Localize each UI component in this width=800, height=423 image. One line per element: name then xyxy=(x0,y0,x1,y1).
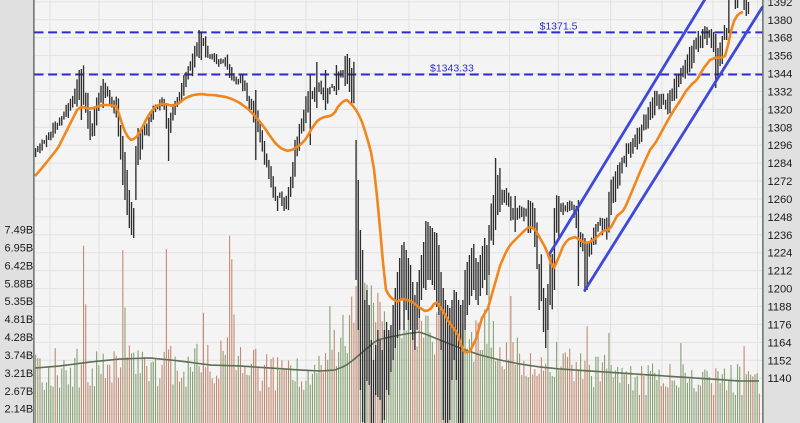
svg-text:1356: 1356 xyxy=(768,51,793,63)
svg-text:2.67B: 2.67B xyxy=(5,386,34,398)
svg-text:1176: 1176 xyxy=(768,319,792,331)
svg-text:1224: 1224 xyxy=(768,248,793,260)
svg-text:5.35B: 5.35B xyxy=(5,296,34,308)
svg-text:7.49B: 7.49B xyxy=(5,225,34,237)
svg-text:1140: 1140 xyxy=(768,373,792,385)
svg-text:1392: 1392 xyxy=(768,0,793,9)
svg-text:2.14B: 2.14B xyxy=(5,404,34,416)
svg-text:1272: 1272 xyxy=(768,176,793,188)
svg-text:$1371.5: $1371.5 xyxy=(540,21,578,33)
svg-text:6.95B: 6.95B xyxy=(5,242,34,254)
svg-text:5.88B: 5.88B xyxy=(5,278,34,290)
svg-text:6.42B: 6.42B xyxy=(5,260,34,272)
svg-text:4.81B: 4.81B xyxy=(5,314,34,326)
svg-text:3.74B: 3.74B xyxy=(5,350,34,362)
svg-text:1380: 1380 xyxy=(768,15,793,27)
svg-text:1320: 1320 xyxy=(768,104,793,116)
svg-text:1188: 1188 xyxy=(768,301,792,313)
svg-text:1.60B: 1.60B xyxy=(5,422,34,423)
svg-text:1368: 1368 xyxy=(768,33,793,45)
svg-text:1296: 1296 xyxy=(768,140,793,152)
svg-text:1344: 1344 xyxy=(768,69,793,81)
svg-text:1308: 1308 xyxy=(768,122,793,134)
svg-text:1212: 1212 xyxy=(768,266,793,278)
svg-text:1332: 1332 xyxy=(768,86,793,98)
svg-text:1260: 1260 xyxy=(768,194,793,206)
svg-text:4.28B: 4.28B xyxy=(5,332,34,344)
svg-text:1200: 1200 xyxy=(768,284,793,296)
svg-text:1164: 1164 xyxy=(768,337,792,349)
svg-text:1248: 1248 xyxy=(768,212,793,224)
svg-text:1284: 1284 xyxy=(768,158,793,170)
svg-text:3.21B: 3.21B xyxy=(5,368,34,380)
svg-text:1236: 1236 xyxy=(768,230,793,242)
svg-text:1152: 1152 xyxy=(768,355,792,367)
svg-text:$1343.33: $1343.33 xyxy=(430,63,474,75)
